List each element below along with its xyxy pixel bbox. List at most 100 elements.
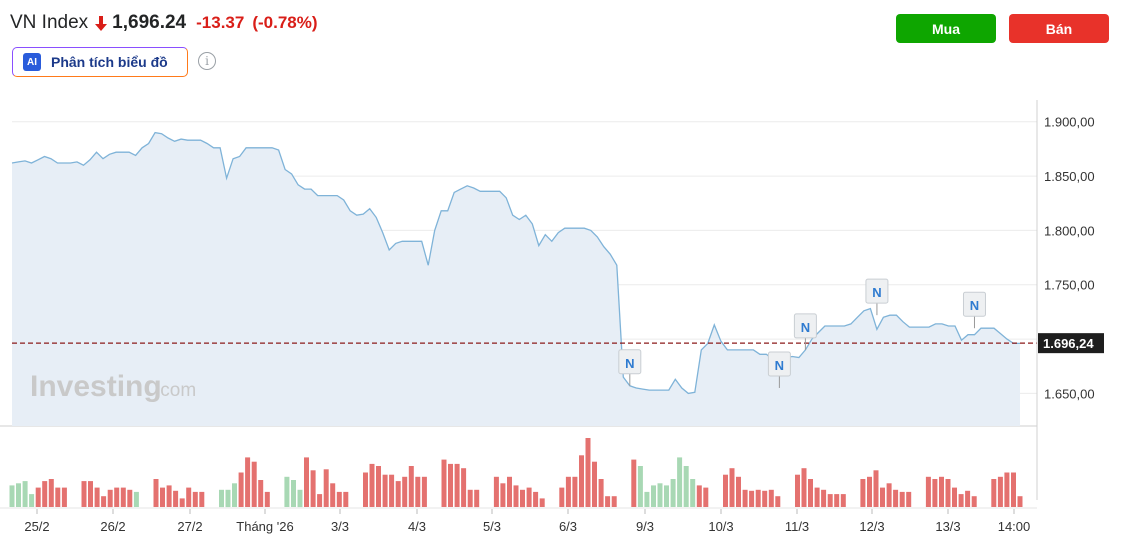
volume-bar bbox=[814, 487, 820, 507]
volume-bar bbox=[873, 470, 879, 507]
volume-bar bbox=[454, 463, 460, 507]
volume-bar bbox=[605, 496, 611, 507]
news-marker-box bbox=[962, 291, 986, 317]
volume-bar bbox=[683, 466, 689, 507]
sell-button[interactable]: Bán bbox=[1009, 14, 1109, 43]
volume-bar bbox=[539, 498, 545, 507]
volume-bar bbox=[264, 491, 270, 507]
y-tick-label: 1.750,00 bbox=[1044, 278, 1095, 293]
volume-bar bbox=[526, 487, 532, 507]
volume-bar bbox=[35, 487, 41, 507]
price-area-fill bbox=[12, 132, 1020, 426]
volume-bar bbox=[297, 489, 303, 508]
volume-bar bbox=[474, 489, 480, 508]
volume-bar bbox=[238, 472, 244, 507]
volume-bar bbox=[611, 496, 617, 507]
chart-analysis-button[interactable]: AI Phân tích biểu đồ bbox=[12, 47, 188, 77]
x-tick-label: 5/3 bbox=[483, 519, 501, 534]
news-marker-box bbox=[618, 349, 642, 375]
price-change: -13.37 bbox=[196, 13, 245, 32]
volume-bar bbox=[114, 487, 120, 507]
volume-bar bbox=[585, 438, 591, 507]
news-marker-label: N bbox=[801, 320, 810, 335]
volume-bar bbox=[736, 476, 741, 507]
news-marker-label: N bbox=[625, 356, 634, 371]
volume-bar bbox=[899, 491, 905, 507]
volume-bar bbox=[9, 485, 15, 507]
x-tick-label: 13/3 bbox=[935, 519, 960, 534]
volume-bar bbox=[808, 479, 813, 507]
volume-bar bbox=[389, 474, 395, 507]
volume-bar bbox=[48, 479, 54, 507]
volume-bar bbox=[441, 459, 447, 507]
volume-bar bbox=[991, 479, 997, 507]
volume-bar bbox=[251, 461, 257, 507]
volume-bar bbox=[507, 476, 512, 507]
volume-bar bbox=[631, 459, 637, 507]
volume-bar bbox=[651, 485, 656, 507]
volume-bar bbox=[336, 491, 342, 507]
volume-bar bbox=[1017, 496, 1023, 507]
news-marker-label: N bbox=[970, 298, 979, 313]
volume-bar bbox=[729, 468, 735, 507]
volume-bar bbox=[664, 485, 669, 507]
info-icon[interactable]: i bbox=[198, 52, 216, 70]
volume-bar bbox=[232, 483, 237, 507]
x-tick-label: 27/2 bbox=[177, 519, 202, 534]
x-tick-label: 6/3 bbox=[559, 519, 577, 534]
volume-bar bbox=[801, 468, 807, 507]
volume-bar bbox=[219, 489, 224, 508]
volume-bar bbox=[755, 489, 761, 508]
price-series-line bbox=[11, 131, 1020, 395]
index-price: 1,696.24 bbox=[112, 12, 187, 33]
volume-bar bbox=[107, 489, 113, 508]
volume-bar bbox=[160, 487, 165, 507]
y-tick-label: 1.900,00 bbox=[1044, 115, 1095, 130]
volume-bar bbox=[520, 489, 525, 508]
volume-bar bbox=[493, 476, 499, 507]
volume-bar bbox=[696, 485, 702, 507]
x-tick-label: 3/3 bbox=[331, 519, 349, 534]
volume-bar bbox=[723, 474, 728, 507]
volume-bar bbox=[925, 476, 931, 507]
volume-bar bbox=[284, 476, 290, 507]
current-price-label: 1.696,24 bbox=[1043, 336, 1094, 351]
volume-bar bbox=[762, 490, 768, 507]
x-tick-label: 25/2 bbox=[24, 519, 49, 534]
volume-bar bbox=[1004, 472, 1010, 507]
volume-bar bbox=[559, 487, 565, 507]
news-marker-label: N bbox=[872, 285, 881, 300]
volume-bar bbox=[749, 490, 755, 507]
volume-bar bbox=[120, 487, 126, 507]
volume-bar bbox=[395, 481, 401, 507]
volume-bar bbox=[834, 494, 840, 507]
buy-button[interactable]: Mua bbox=[896, 14, 996, 43]
volume-bar bbox=[579, 455, 584, 508]
volume-bar bbox=[363, 472, 368, 507]
volume-bar bbox=[88, 481, 93, 507]
volume-bar bbox=[657, 483, 663, 507]
volume-bar bbox=[245, 457, 251, 507]
volume-bar bbox=[16, 483, 21, 507]
volume-bar bbox=[291, 480, 296, 507]
x-tick-label: 11/3 bbox=[785, 519, 809, 534]
news-marker-label: N bbox=[775, 358, 784, 373]
volume-bar bbox=[644, 491, 650, 507]
volume-bar bbox=[932, 479, 938, 507]
volume-bar bbox=[939, 476, 944, 507]
volume-bar bbox=[965, 490, 971, 507]
volume-bar bbox=[690, 479, 696, 507]
volume-bar bbox=[61, 487, 67, 507]
volume-bar bbox=[775, 496, 781, 507]
volume-bar bbox=[637, 466, 643, 507]
volume-bar bbox=[598, 479, 604, 507]
volume-bar bbox=[199, 491, 205, 507]
volume-bar bbox=[1011, 472, 1016, 507]
x-tick-label: Tháng '26 bbox=[236, 519, 293, 534]
volume-bar bbox=[101, 496, 107, 507]
volume-bar bbox=[258, 480, 264, 507]
x-tick-label: 14:00 bbox=[998, 519, 1031, 534]
volume-bar bbox=[880, 487, 885, 507]
volume-bar bbox=[369, 463, 375, 507]
